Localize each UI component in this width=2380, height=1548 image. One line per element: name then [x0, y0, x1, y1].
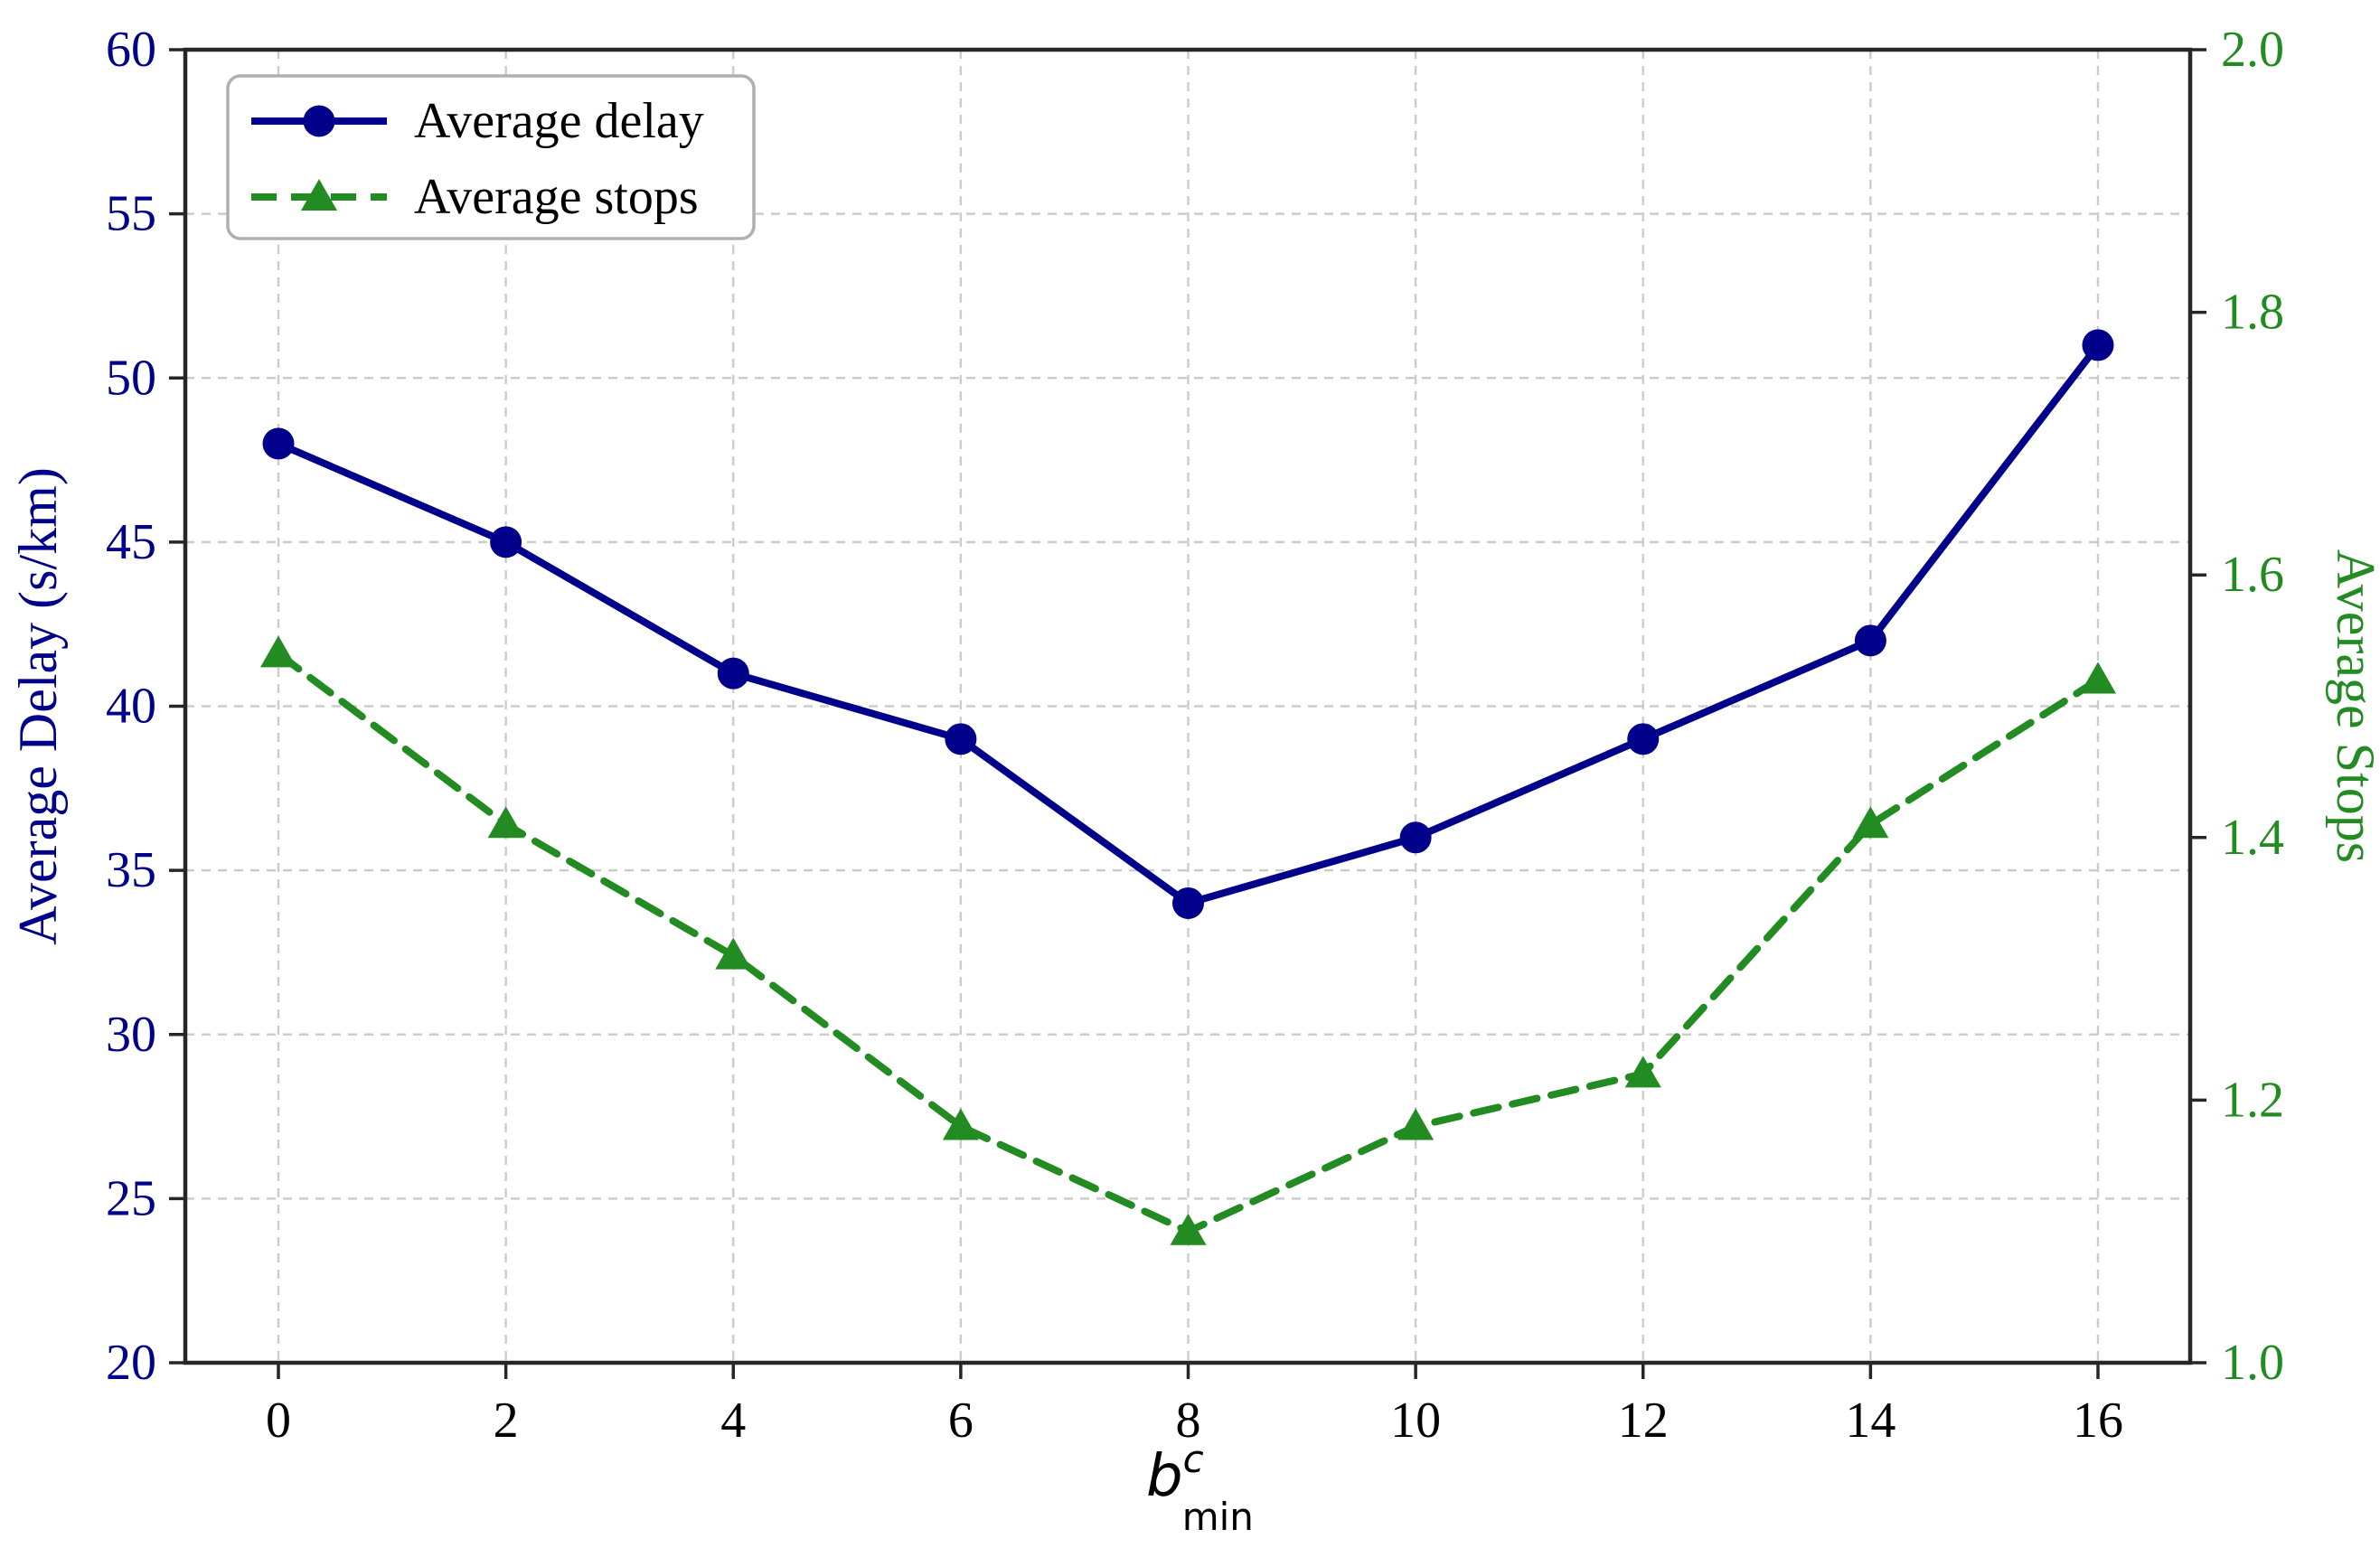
right-axis-tick-label: 1.4 [2221, 810, 2284, 866]
x-axis-tick-label: 8 [1176, 1393, 1201, 1449]
average-stops-marker [1170, 1213, 1207, 1245]
left-axis-tick-label: 50 [106, 350, 156, 406]
average-stops-marker [1624, 1055, 1661, 1088]
average-stops-marker [2080, 661, 2116, 694]
left-axis-tick-label: 55 [106, 186, 156, 242]
legend-sample-marker [303, 105, 335, 137]
legend-item-label: Average delay [414, 93, 704, 149]
average-delay-marker [1172, 887, 1204, 919]
x-axis-tick-label: 4 [720, 1393, 746, 1449]
legend: Average delay Average stops [226, 74, 756, 240]
average-stops-marker [1397, 1108, 1435, 1140]
average-delay-marker [490, 526, 522, 558]
average-stops-series [260, 635, 2116, 1245]
average-stops-marker [487, 806, 524, 839]
average-delay-marker [262, 427, 295, 460]
x-axis-tick-label: 6 [948, 1393, 974, 1449]
x-axis-tick-label: 16 [2073, 1393, 2123, 1449]
x-axis-tick-label: 14 [1845, 1393, 1896, 1449]
right-axis-tick-label: 1.6 [2221, 547, 2284, 603]
x-axis-title: bc min [1146, 1437, 1254, 1539]
right-axis-tick-label: 2.0 [2221, 22, 2284, 78]
average-stops-marker [1852, 806, 1889, 839]
legend-item-label: Average stops [414, 169, 699, 225]
right-axis-tick-label: 1.0 [2221, 1335, 2284, 1391]
average-stops-marker [260, 635, 296, 668]
legend-box [226, 74, 756, 240]
average-delay-marker [1627, 723, 1660, 755]
x-axis-tick-label: 0 [266, 1393, 291, 1449]
average-delay-marker [945, 723, 977, 755]
x-axis-tick-label: 12 [1618, 1393, 1669, 1449]
left-axis-tick-label: 25 [106, 1170, 156, 1226]
average-delay-marker [1399, 821, 1432, 854]
right-axis-tick-label: 1.2 [2221, 1072, 2284, 1128]
x-axis-tick-label: 10 [1390, 1393, 1441, 1449]
left-axis-tick-label: 45 [106, 514, 156, 570]
x-axis-tick-label: 2 [494, 1393, 519, 1449]
right-axis-tick-label: 1.8 [2221, 285, 2284, 341]
average-delay-marker [1854, 624, 1886, 657]
legend-sample-marker [301, 179, 337, 211]
left-axis-tick-label: 20 [106, 1335, 156, 1391]
left-axis-tick-label: 30 [106, 1007, 156, 1063]
average-stops-marker [942, 1108, 979, 1140]
left-axis-tick-label: 40 [106, 679, 156, 735]
left-axis-tick-label: 60 [106, 22, 156, 78]
average-delay-series [262, 329, 2114, 919]
left-axis-tick-label: 35 [106, 842, 156, 898]
average-stops-marker [715, 937, 752, 970]
left-axis-title: Average Delay (s/km) [8, 467, 68, 945]
average-delay-marker [2082, 329, 2114, 361]
average-delay-marker [717, 657, 749, 690]
right-axis-title: Average Stops [2326, 549, 2380, 863]
